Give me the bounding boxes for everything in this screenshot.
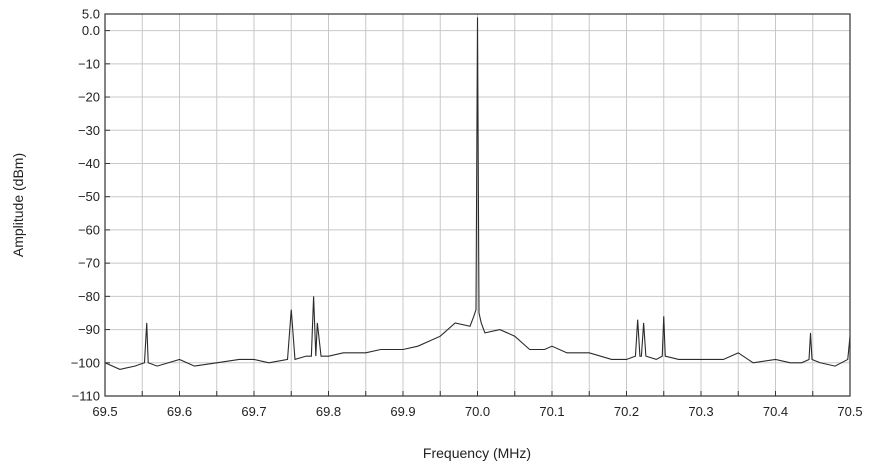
y-tick-label: 5.0 — [82, 7, 100, 22]
y-tick-label: −10 — [78, 56, 100, 71]
y-tick-label: −20 — [78, 90, 100, 105]
x-tick-label: 70.2 — [614, 404, 639, 419]
y-axis-title: Amplitude (dBm) — [10, 153, 26, 257]
x-tick-label: 70.0 — [465, 404, 490, 419]
y-axis-ticks: 5.00.0 −10 −20 −30 −40 −50 −60 −70 −80 −90 −100 −11… — [71, 7, 110, 404]
x-tick-label: 69.5 — [92, 404, 117, 419]
y-tick-label: −40 — [78, 156, 100, 171]
y-tick-label: −50 — [78, 189, 100, 204]
x-tick-label: 69.8 — [316, 404, 341, 419]
x-tick-label: 69.7 — [241, 404, 266, 419]
y-tick-label: −110 — [72, 389, 100, 404]
x-tick-label: 70.4 — [763, 404, 788, 419]
y-tick-label: −70 — [78, 256, 100, 271]
plot-frame — [104, 13, 851, 397]
x-axis-ticks: 69.5 69.6 69.7 69.8 69.9 70.0 70.1 70.2 70.3 70.4… — [92, 391, 863, 419]
y-tick-label: −100 — [71, 355, 100, 370]
x-tick-label: 70.3 — [688, 404, 713, 419]
y-tick-label: 0.0 — [82, 23, 100, 38]
y-tick-label: −30 — [78, 123, 100, 138]
x-tick-label: 70.1 — [539, 404, 564, 419]
y-tick-label: −80 — [78, 289, 100, 304]
x-tick-label: 70.5 — [837, 404, 862, 419]
y-tick-label: −60 — [78, 222, 100, 237]
x-tick-label: 69.9 — [390, 404, 415, 419]
y-tick-label: −90 — [78, 322, 100, 337]
x-tick-label: 69.6 — [167, 404, 192, 419]
spectrum-line — [104, 17, 851, 371]
x-axis-title: Frequency (MHz) — [423, 445, 531, 461]
